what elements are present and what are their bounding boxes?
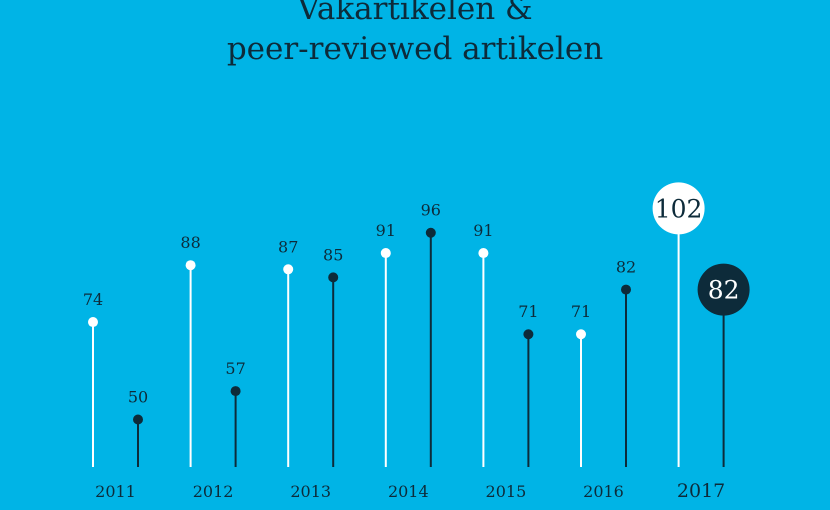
lollipop-point-highlight	[697, 263, 750, 316]
data-label: 50	[128, 388, 148, 407]
data-label: 74	[83, 290, 103, 309]
data-label: 57	[225, 359, 245, 378]
data-label: 82	[616, 258, 636, 277]
lollipop-point	[478, 248, 489, 259]
x-tick-label: 2012	[193, 482, 234, 501]
data-label-highlight: 82	[708, 276, 740, 305]
x-tick-label: 2015	[486, 482, 527, 501]
data-label: 91	[473, 221, 493, 240]
x-tick-label: 2016	[583, 482, 624, 501]
data-label: 71	[571, 302, 591, 321]
x-tick-label: 2014	[388, 482, 429, 501]
data-label: 71	[518, 302, 538, 321]
x-tick-label: 2013	[290, 482, 331, 501]
lollipop-point	[283, 264, 294, 275]
lollipop-point	[621, 284, 631, 295]
lollipop-point	[230, 386, 241, 397]
lollipop-point	[88, 317, 98, 328]
x-tick-label: 2017	[677, 480, 725, 502]
data-label: 96	[421, 201, 441, 220]
data-label: 85	[323, 245, 343, 264]
data-label: 88	[180, 233, 200, 252]
lollipop-point	[133, 414, 143, 425]
lollipop-point	[523, 329, 534, 340]
lollipop-point	[380, 248, 391, 259]
lollipop-point	[425, 227, 436, 238]
lollipop-point	[576, 329, 586, 340]
x-tick-label: 2011	[95, 482, 136, 501]
data-label-highlight: 102	[655, 194, 703, 223]
data-label: 91	[376, 221, 396, 240]
lollipop-point	[328, 272, 339, 283]
chart-title-line-2: peer-reviewed artikelen	[226, 31, 604, 67]
chart-title-line-1: Vakartikelen &	[297, 0, 533, 27]
data-label: 87	[278, 237, 298, 256]
lollipop-point-highlight	[652, 182, 705, 235]
lollipop-point	[185, 260, 196, 271]
